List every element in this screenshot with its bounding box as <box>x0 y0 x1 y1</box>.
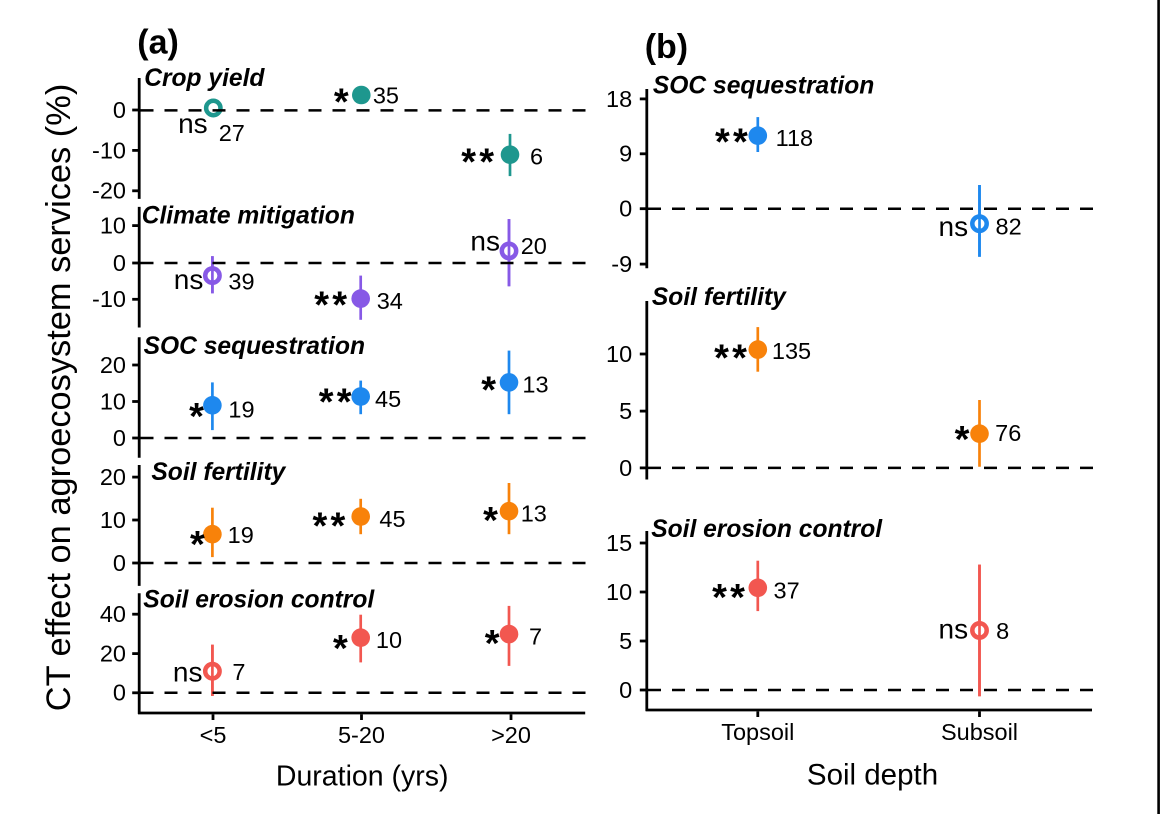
svg-text:13: 13 <box>521 501 547 527</box>
svg-text:*: * <box>732 337 747 379</box>
svg-text:8: 8 <box>996 618 1009 644</box>
svg-text:ns: ns <box>173 656 203 687</box>
svg-text:ns: ns <box>470 225 500 256</box>
svg-text:*: * <box>314 285 329 327</box>
svg-text:39: 39 <box>228 269 254 295</box>
svg-text:0: 0 <box>619 677 632 703</box>
svg-text:35: 35 <box>373 83 399 109</box>
svg-text:45: 45 <box>379 506 405 532</box>
svg-text:-10: -10 <box>92 137 126 163</box>
svg-text:*: * <box>485 623 500 665</box>
svg-text:Soil fertility: Soil fertility <box>151 459 286 486</box>
svg-text:76: 76 <box>995 420 1021 446</box>
svg-text:*: * <box>319 382 334 424</box>
svg-text:5-20: 5-20 <box>338 722 385 748</box>
svg-text:<5: <5 <box>200 722 227 748</box>
svg-text:*: * <box>712 577 727 619</box>
svg-text:34: 34 <box>377 288 403 314</box>
svg-text:ns: ns <box>939 211 969 242</box>
svg-text:135: 135 <box>772 338 811 364</box>
svg-text:*: * <box>461 141 476 183</box>
svg-text:13: 13 <box>522 372 548 398</box>
svg-text:Soil erosion control: Soil erosion control <box>143 586 375 613</box>
svg-text:(a): (a) <box>137 23 179 61</box>
svg-text:18: 18 <box>606 86 632 112</box>
svg-text:0: 0 <box>113 425 126 451</box>
svg-text:Topsoil: Topsoil <box>721 719 794 745</box>
svg-text:5: 5 <box>619 628 632 654</box>
svg-text:*: * <box>730 577 745 619</box>
svg-text:Crop yield: Crop yield <box>144 65 265 92</box>
svg-text:*: * <box>715 122 730 164</box>
svg-text:0: 0 <box>113 250 126 276</box>
svg-text:82: 82 <box>996 213 1022 239</box>
svg-text:*: * <box>483 500 498 542</box>
svg-text:*: * <box>955 419 970 461</box>
svg-text:Soil depth: Soil depth <box>807 758 938 791</box>
svg-text:*: * <box>714 337 729 379</box>
svg-text:*: * <box>479 141 494 183</box>
svg-text:7: 7 <box>232 659 245 685</box>
svg-text:45: 45 <box>375 386 401 412</box>
svg-text:*: * <box>337 382 352 424</box>
svg-text:*: * <box>334 82 349 124</box>
svg-text:0: 0 <box>619 455 632 481</box>
svg-text:0: 0 <box>619 196 632 222</box>
svg-text:ns: ns <box>178 108 208 139</box>
svg-text:20: 20 <box>100 641 126 667</box>
svg-text:*: * <box>189 396 204 438</box>
svg-text:5: 5 <box>619 398 632 424</box>
svg-text:118: 118 <box>776 125 813 151</box>
svg-text:20: 20 <box>100 352 126 378</box>
svg-text:10: 10 <box>606 579 632 605</box>
svg-text:40: 40 <box>100 601 126 627</box>
svg-text:10: 10 <box>606 341 632 367</box>
svg-text:SOC sequestration: SOC sequestration <box>144 333 365 360</box>
svg-text:*: * <box>190 524 205 566</box>
svg-text:20: 20 <box>521 233 547 259</box>
svg-text:*: * <box>313 505 328 547</box>
svg-text:*: * <box>333 628 348 670</box>
svg-text:*: * <box>481 369 496 411</box>
svg-text:-9: -9 <box>611 251 632 277</box>
svg-text:19: 19 <box>228 522 254 548</box>
svg-text:15: 15 <box>606 530 632 556</box>
svg-text:*: * <box>332 285 347 327</box>
svg-text:27: 27 <box>219 120 245 146</box>
svg-text:Soil fertility: Soil fertility <box>652 284 787 311</box>
svg-text:(b): (b) <box>645 28 688 66</box>
svg-text:Subsoil: Subsoil <box>941 719 1018 745</box>
svg-text:10: 10 <box>376 627 402 653</box>
svg-text:9: 9 <box>619 141 632 167</box>
svg-text:0: 0 <box>113 97 126 123</box>
svg-text:*: * <box>733 122 748 164</box>
svg-text:7: 7 <box>529 624 542 650</box>
svg-text:Soil erosion control: Soil erosion control <box>651 516 883 543</box>
svg-text:0: 0 <box>113 680 126 706</box>
svg-text:ns: ns <box>939 614 969 645</box>
svg-text:-20: -20 <box>92 178 126 204</box>
svg-text:CT effect on agroecosystem ser: CT effect on agroecosystem services (%) <box>40 84 78 712</box>
svg-text:SOC sequestration: SOC sequestration <box>653 73 874 100</box>
svg-text:37: 37 <box>774 577 800 603</box>
svg-text:Climate mitigation: Climate mitigation <box>142 203 355 230</box>
svg-text:>20: >20 <box>491 722 531 748</box>
svg-text:ns: ns <box>174 264 204 295</box>
svg-text:-10: -10 <box>92 286 126 312</box>
svg-text:10: 10 <box>100 388 126 414</box>
svg-text:20: 20 <box>100 464 126 490</box>
svg-text:19: 19 <box>228 397 254 423</box>
svg-text:0: 0 <box>113 550 126 576</box>
svg-text:10: 10 <box>100 507 126 533</box>
svg-text:6: 6 <box>530 144 543 170</box>
svg-text:Duration (yrs): Duration (yrs) <box>276 760 449 792</box>
svg-text:10: 10 <box>100 213 126 239</box>
svg-text:*: * <box>331 505 346 547</box>
